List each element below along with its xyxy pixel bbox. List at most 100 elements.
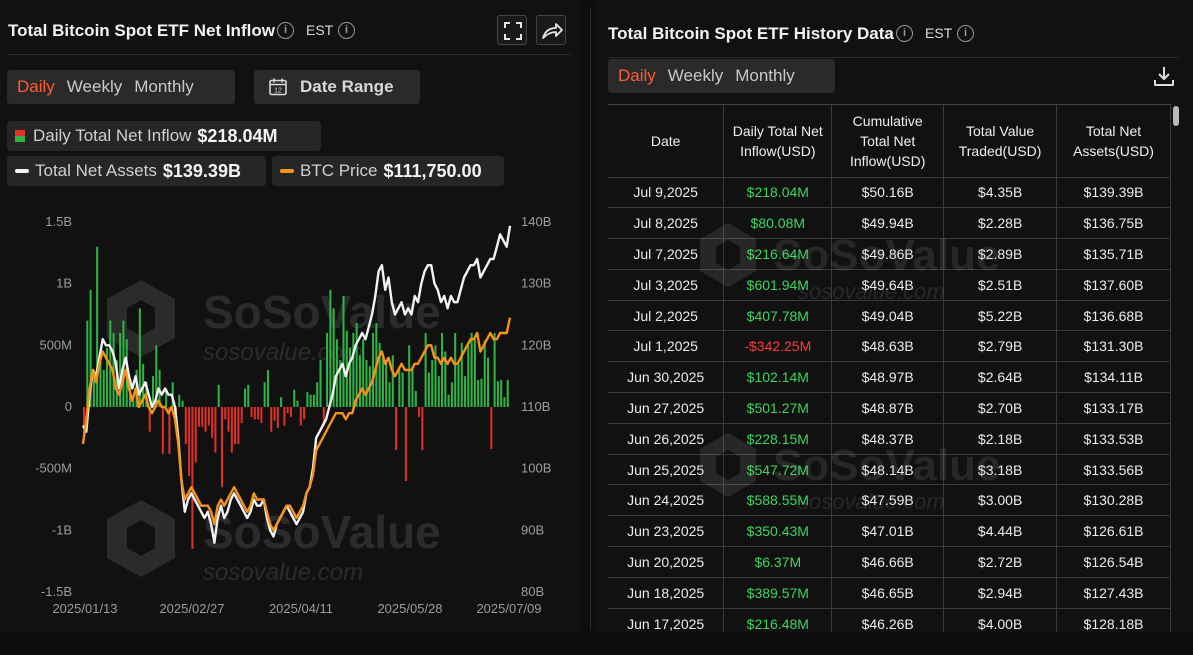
cell-daily-inflow: $588.55M <box>723 484 833 517</box>
col-header-daily-inflow[interactable]: Daily Total Net Inflow(USD) <box>723 105 833 178</box>
cell-date: Jun 27,2025 <box>608 392 725 424</box>
table-row[interactable]: Jul 1,2025 -$342.25M $48.63B $2.79B $131.30B <box>608 330 1171 363</box>
inflow-bar <box>138 308 141 407</box>
inflow-bar <box>391 355 394 407</box>
inflow-bar <box>151 376 155 407</box>
cell-cumulative-inflow: $46.66B <box>831 546 945 578</box>
info-icon[interactable]: i <box>896 25 913 42</box>
col-header-date[interactable]: Date <box>608 105 725 178</box>
legend-btc-price[interactable]: BTC Price $111,750.00 <box>272 156 504 186</box>
net-inflow-chart[interactable]: SoSoValuesosovalue.comSoSoValuesosovalue… <box>0 200 578 620</box>
tab-daily[interactable]: Daily <box>17 77 55 96</box>
cell-daily-inflow: $218.04M <box>723 177 833 209</box>
cell-daily-inflow: $216.64M <box>723 238 833 270</box>
inflow-bar <box>500 379 503 407</box>
inflow-bar <box>283 407 286 426</box>
history-table-container[interactable]: Date Daily Total Net Inflow(USD) Cumulat… <box>608 104 1171 632</box>
panel-title: Total Bitcoin Spot ETF Net Inflow <box>8 21 275 40</box>
cell-date: Jun 25,2025 <box>608 454 725 486</box>
legend-value: $111,750.00 <box>383 160 482 181</box>
inflow-bar <box>414 390 417 407</box>
tab-weekly[interactable]: Weekly <box>667 66 724 85</box>
inflow-bar <box>260 407 263 424</box>
table-row[interactable]: Jun 18,2025 $389.57M $46.65B $2.94B $127.43B <box>608 577 1171 609</box>
cell-net-assets: $136.68B <box>1056 300 1171 332</box>
cell-daily-inflow: $228.15M <box>723 423 833 455</box>
inflow-bar <box>293 389 296 407</box>
table-row[interactable]: Jun 20,2025 $6.37M $46.66B $2.72B $126.54B <box>608 546 1171 578</box>
cell-net-assets: $128.18B <box>1056 608 1171 632</box>
table-row[interactable]: Jun 17,2025 $216.48M $46.26B $4.00B $128.18B <box>608 608 1171 632</box>
y-left-tick-label: 500M <box>39 337 72 352</box>
table-row[interactable]: Jun 26,2025 $228.15M $48.37B $2.18B $133.53B <box>608 423 1171 455</box>
download-icon[interactable] <box>1152 64 1176 93</box>
inflow-bar <box>352 333 355 407</box>
date-range-label: Date Range <box>300 77 394 96</box>
table-row[interactable]: Jul 3,2025 $601.94M $49.64B $2.51B $137.60B <box>608 269 1171 301</box>
inflow-bar <box>444 351 447 407</box>
inflow-bar <box>188 407 191 477</box>
tab-daily[interactable]: Daily <box>618 66 656 85</box>
tab-weekly[interactable]: Weekly <box>66 77 123 96</box>
inflow-bar <box>388 382 391 407</box>
cell-net-assets: $131.30B <box>1056 330 1171 363</box>
inflow-bar <box>454 333 457 407</box>
inflow-bar <box>165 388 168 407</box>
table-scrollbar[interactable] <box>1173 106 1179 126</box>
cell-value-traded: $2.18B <box>943 423 1058 455</box>
inflow-bar <box>408 345 411 407</box>
cell-date: Jun 23,2025 <box>608 515 725 548</box>
inflow-bar <box>227 407 230 432</box>
timezone-info-icon[interactable]: i <box>957 25 974 42</box>
table-row[interactable]: Jun 27,2025 $501.27M $48.87B $2.70B $133.17B <box>608 392 1171 424</box>
legend-net-inflow[interactable]: Daily Total Net Inflow $218.04M <box>7 121 321 151</box>
inflow-bar <box>230 407 233 453</box>
y-left-tick-label: -500M <box>35 461 72 476</box>
x-tick-label: 2025/07/09 <box>476 601 541 616</box>
date-range-button[interactable]: 12 Date Range <box>254 70 420 104</box>
cell-daily-inflow: $216.48M <box>723 608 833 632</box>
inflow-bar <box>184 407 187 444</box>
info-icon[interactable]: i <box>277 22 294 39</box>
cell-cumulative-inflow: $46.26B <box>831 608 945 632</box>
table-row[interactable]: Jul 2,2025 $407.78M $49.04B $5.22B $136.68B <box>608 300 1171 332</box>
inflow-bar <box>493 333 496 407</box>
y-left-tick-label: -1.5B <box>41 584 72 599</box>
inflow-bar <box>329 289 332 407</box>
table-row[interactable]: Jul 8,2025 $80.08M $49.94B $2.28B $136.75B <box>608 207 1171 240</box>
table-row[interactable]: Jul 7,2025 $216.64M $49.86B $2.89B $135.71B <box>608 238 1171 270</box>
svg-text:12: 12 <box>274 88 282 95</box>
timezone-info-icon[interactable]: i <box>338 22 355 39</box>
inflow-bar <box>96 246 99 407</box>
col-header-cumulative-inflow[interactable]: Cumulative Total Net Inflow(USD) <box>831 105 945 178</box>
bar-swatch-icon <box>15 130 25 142</box>
cell-value-traded: $2.94B <box>943 577 1058 609</box>
inflow-bar <box>296 400 299 407</box>
table-row[interactable]: Jun 30,2025 $102.14M $48.97B $2.64B $134.11B <box>608 361 1171 394</box>
fullscreen-icon[interactable] <box>497 15 527 45</box>
inflow-bar <box>257 407 260 420</box>
inflow-bar <box>378 342 381 407</box>
col-header-net-assets[interactable]: Total Net Assets(USD) <box>1056 105 1171 178</box>
table-row[interactable]: Jun 25,2025 $547.72M $48.14B $3.18B $133.56B <box>608 454 1171 486</box>
y-right-tick-label: 130B <box>521 276 551 291</box>
inflow-bar <box>483 340 486 407</box>
share-icon[interactable] <box>536 15 566 45</box>
table-row[interactable]: Jun 23,2025 $350.43M $47.01B $4.44B $126.61B <box>608 515 1171 548</box>
inflow-bar <box>266 370 269 407</box>
cell-date: Jun 26,2025 <box>608 423 725 455</box>
tab-monthly[interactable]: Monthly <box>735 66 795 85</box>
table-row[interactable]: Jul 9,2025 $218.04M $50.16B $4.35B $139.39B <box>608 177 1171 209</box>
cell-date: Jul 9,2025 <box>608 177 725 209</box>
col-header-value-traded[interactable]: Total Value Traded(USD) <box>943 105 1058 178</box>
line-swatch-icon <box>280 169 294 173</box>
inflow-bar <box>299 407 302 426</box>
watermark-url: sosovalue.com <box>203 339 363 366</box>
table-row[interactable]: Jun 24,2025 $588.55M $47.59B $3.00B $130.28B <box>608 484 1171 517</box>
tab-monthly[interactable]: Monthly <box>134 77 194 96</box>
inflow-bar <box>411 366 414 407</box>
legend-net-assets[interactable]: Total Net Assets $139.39B <box>7 156 266 186</box>
cell-cumulative-inflow: $49.64B <box>831 269 945 301</box>
inflow-bar <box>322 407 325 426</box>
inflow-bar <box>306 392 309 407</box>
